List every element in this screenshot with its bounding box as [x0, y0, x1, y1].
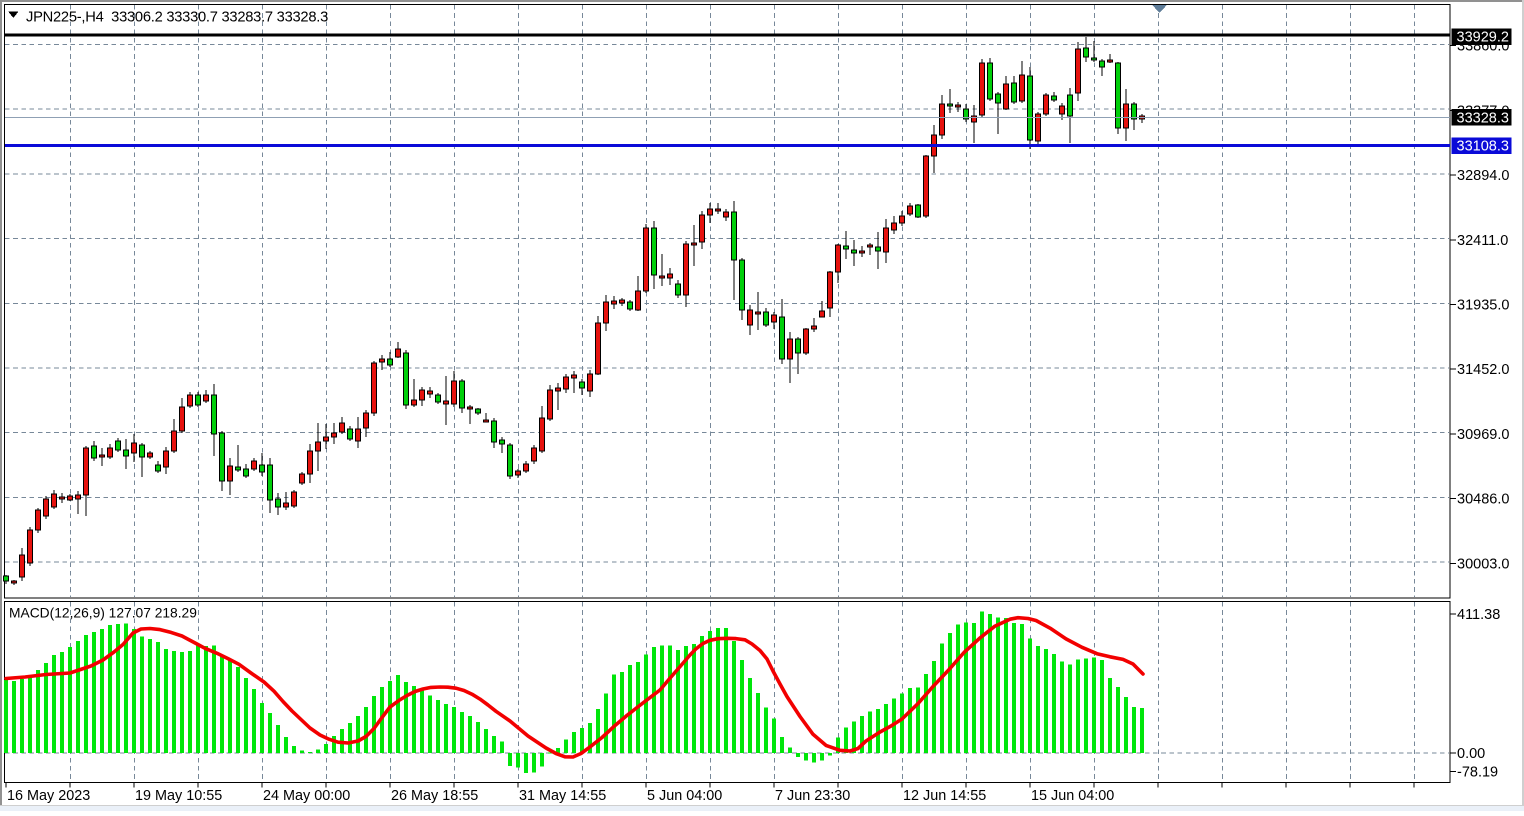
svg-text:-78.19: -78.19 — [1457, 765, 1498, 781]
svg-text:7 Jun 23:30: 7 Jun 23:30 — [775, 788, 850, 804]
svg-text:15 Jun 04:00: 15 Jun 04:00 — [1031, 788, 1114, 804]
svg-text:0.00: 0.00 — [1457, 746, 1485, 762]
svg-text:31935.0: 31935.0 — [1457, 298, 1509, 314]
svg-text:31 May 14:55: 31 May 14:55 — [519, 788, 606, 804]
svg-text:30486.0: 30486.0 — [1457, 492, 1509, 508]
svg-text:33328.3: 33328.3 — [1457, 110, 1509, 126]
svg-text:26 May 18:55: 26 May 18:55 — [391, 788, 478, 804]
svg-text:33108.3: 33108.3 — [1457, 139, 1509, 155]
svg-text:5 Jun 04:00: 5 Jun 04:00 — [647, 788, 722, 804]
svg-text:MACD(12,26,9) 127.07 218.29: MACD(12,26,9) 127.07 218.29 — [9, 606, 197, 621]
svg-text:JPN225-,H4 33306.2 33330.7 33: JPN225-,H4 33306.2 33330.7 33283.7 33328… — [26, 10, 328, 26]
svg-text:411.38: 411.38 — [1457, 607, 1500, 623]
svg-text:24 May 00:00: 24 May 00:00 — [263, 788, 350, 804]
svg-text:31452.0: 31452.0 — [1457, 362, 1509, 378]
svg-text:32411.0: 32411.0 — [1457, 233, 1508, 249]
svg-text:12 Jun 14:55: 12 Jun 14:55 — [903, 788, 986, 804]
svg-text:30003.0: 30003.0 — [1457, 556, 1509, 572]
svg-text:33929.2: 33929.2 — [1457, 30, 1509, 46]
svg-text:30969.0: 30969.0 — [1457, 427, 1509, 443]
svg-text:32894.0: 32894.0 — [1457, 168, 1509, 184]
svg-text:19 May 10:55: 19 May 10:55 — [135, 788, 222, 804]
svg-text:16 May 2023: 16 May 2023 — [7, 788, 90, 804]
